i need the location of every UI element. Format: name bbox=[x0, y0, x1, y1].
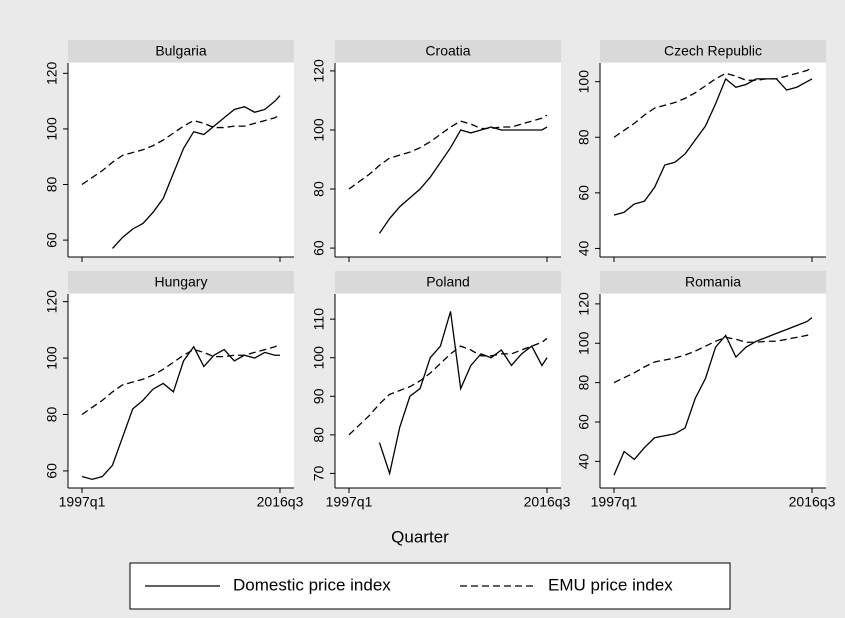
y-tick-label: 80 bbox=[44, 177, 60, 193]
panel-header bbox=[600, 40, 826, 62]
x-axis-title: Quarter bbox=[391, 527, 449, 546]
y-tick-label: 80 bbox=[44, 406, 60, 422]
series-line bbox=[81, 345, 280, 481]
y-tick-label: 40 bbox=[576, 453, 592, 469]
panel-title: Romania bbox=[685, 274, 741, 290]
y-tick-label: 100 bbox=[576, 331, 592, 355]
series-line bbox=[81, 343, 281, 416]
y-tick-label: 60 bbox=[44, 463, 60, 479]
series-line bbox=[378, 311, 548, 476]
y-tick-label: 100 bbox=[576, 70, 592, 94]
y-tick-label: 60 bbox=[311, 240, 327, 256]
legend-label: Domestic price index bbox=[233, 575, 391, 594]
legend bbox=[129, 562, 731, 610]
y-tick-label: 120 bbox=[44, 61, 60, 85]
plot-area bbox=[335, 63, 561, 257]
series-line bbox=[613, 332, 813, 384]
y-tick-label: 100 bbox=[311, 346, 327, 370]
panel-header bbox=[600, 271, 826, 293]
plot-area bbox=[600, 63, 826, 257]
series-line bbox=[348, 337, 548, 436]
x-tick-label: 1997q1 bbox=[326, 494, 373, 510]
panel-header bbox=[68, 271, 294, 293]
panel-title: Hungary bbox=[155, 274, 208, 290]
series-line bbox=[378, 126, 548, 234]
panel-title: Bulgaria bbox=[155, 43, 207, 59]
y-tick-label: 120 bbox=[311, 59, 327, 83]
y-tick-label: 110 bbox=[311, 308, 327, 331]
x-tick-label: 2016q3 bbox=[789, 494, 836, 510]
panel-title: Czech Republic bbox=[664, 43, 762, 59]
panel-header bbox=[335, 271, 561, 293]
y-tick-label: 120 bbox=[44, 290, 60, 314]
y-tick-label: 100 bbox=[44, 117, 60, 141]
y-tick-label: 120 bbox=[576, 292, 592, 316]
panel-title: Croatia bbox=[425, 43, 470, 59]
x-tick-label: 1997q1 bbox=[591, 494, 638, 510]
series-line bbox=[81, 114, 281, 186]
series-line bbox=[613, 317, 813, 476]
y-tick-label: 100 bbox=[311, 118, 327, 142]
y-tick-label: 80 bbox=[576, 129, 592, 145]
series-line bbox=[613, 67, 813, 138]
y-tick-label: 70 bbox=[311, 465, 327, 481]
panel-title: Poland bbox=[426, 274, 470, 290]
panel-header bbox=[68, 40, 294, 62]
y-tick-label: 80 bbox=[576, 375, 592, 391]
y-tick-label: 60 bbox=[576, 414, 592, 430]
series-line bbox=[348, 114, 548, 190]
y-tick-label: 80 bbox=[311, 427, 327, 443]
series-line bbox=[613, 77, 813, 216]
x-tick-label: 1997q1 bbox=[59, 494, 106, 510]
x-tick-label: 2016q3 bbox=[524, 494, 571, 510]
x-tick-label: 2016q3 bbox=[257, 494, 304, 510]
panel-header bbox=[335, 40, 561, 62]
y-tick-label: 80 bbox=[311, 181, 327, 197]
y-tick-label: 60 bbox=[44, 232, 60, 248]
legend-label: EMU price index bbox=[548, 575, 673, 594]
plot-area bbox=[68, 294, 294, 488]
plot-area bbox=[335, 294, 561, 488]
plot-area bbox=[68, 63, 294, 257]
y-tick-label: 40 bbox=[576, 240, 592, 256]
y-tick-label: 60 bbox=[576, 185, 592, 201]
y-tick-label: 90 bbox=[311, 388, 327, 404]
series-line bbox=[111, 95, 281, 249]
y-tick-label: 100 bbox=[44, 346, 60, 370]
